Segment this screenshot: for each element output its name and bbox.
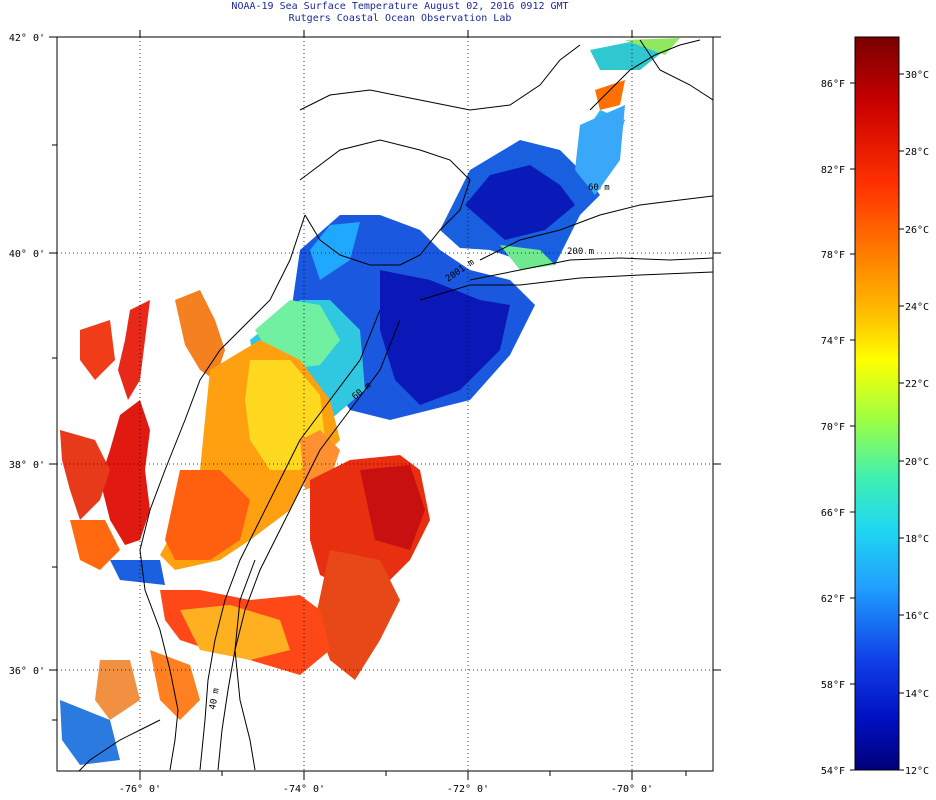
lat-label: 38° 0' — [9, 460, 45, 471]
f-label: 66°F — [821, 508, 845, 519]
f-label: 86°F — [821, 79, 845, 90]
title-line-1: NOAA-19 Sea Surface Temperature August 0… — [231, 1, 569, 12]
celsius-labels: 30°C 28°C 26°C 24°C 22°C 20°C 18°C 16°C … — [905, 70, 929, 777]
f-label: 82°F — [821, 165, 845, 176]
colorbar: 86°F 82°F 78°F 74°F 70°F 66°F 62°F 58°F … — [821, 36, 929, 777]
title-line-2: Rutgers Coastal Ocean Observation Lab — [288, 13, 512, 24]
c-label: 20°C — [905, 457, 929, 468]
lat-label: 42° 0' — [9, 33, 45, 44]
lon-label: -74° 0' — [283, 784, 325, 795]
c-label: 30°C — [905, 70, 929, 81]
isobath-label: 40 m — [208, 687, 222, 710]
lon-label: -72° 0' — [447, 784, 489, 795]
sst-swath — [60, 38, 680, 765]
fahrenheit-labels: 86°F 82°F 78°F 74°F 70°F 66°F 62°F 58°F … — [821, 79, 845, 777]
axis-ticks — [49, 30, 721, 780]
c-label: 28°C — [905, 147, 929, 158]
f-label: 78°F — [821, 250, 845, 261]
f-label: 70°F — [821, 422, 845, 433]
lat-label: 40° 0' — [9, 249, 45, 260]
isobath-label: 200 m — [567, 247, 594, 257]
colorbar-scale — [854, 36, 900, 771]
f-label: 58°F — [821, 680, 845, 691]
c-label: 26°C — [905, 225, 929, 236]
c-label: 24°C — [905, 302, 929, 313]
latitude-labels: 42° 0' 40° 0' 38° 0' 36° 0' — [9, 33, 45, 677]
graticule — [57, 37, 713, 771]
isobath-label: 60 m — [588, 183, 610, 193]
c-label: 12°C — [905, 766, 929, 777]
coastline — [78, 39, 713, 771]
longitude-labels: -76° 0' -74° 0' -72° 0' -70° 0' — [119, 784, 653, 795]
c-label: 22°C — [905, 379, 929, 390]
lon-label: -70° 0' — [611, 784, 653, 795]
f-label: 54°F — [821, 766, 845, 777]
lat-label: 36° 0' — [9, 666, 45, 677]
c-label: 18°C — [905, 534, 929, 545]
f-label: 62°F — [821, 594, 845, 605]
c-label: 14°C — [905, 689, 929, 700]
f-label: 74°F — [821, 336, 845, 347]
c-label: 16°C — [905, 611, 929, 622]
lon-label: -76° 0' — [119, 784, 161, 795]
colorbar-ticks — [850, 73, 904, 771]
